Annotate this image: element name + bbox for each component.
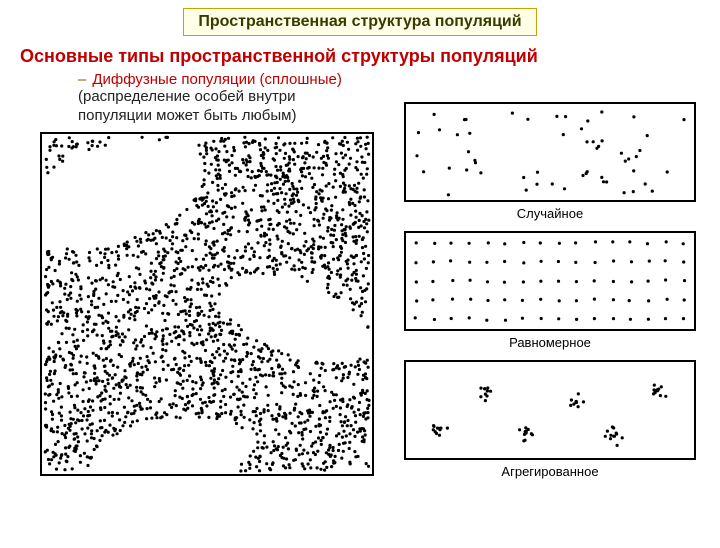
panel-random — [404, 102, 696, 202]
panel-aggregated — [404, 360, 696, 460]
page-title: Пространственная структура популяций — [183, 8, 536, 36]
bullet-text: Диффузные популяции (сплошные) — [92, 71, 341, 88]
panel-uniform — [404, 231, 696, 331]
bullet-dash-icon: – — [78, 71, 86, 88]
caption-random: Случайное — [400, 206, 700, 221]
main-dense-figure — [40, 132, 374, 476]
bullet-diffuse: –Диффузные популяции (сплошные) — [78, 71, 720, 88]
caption-uniform: Равномерное — [400, 335, 700, 350]
caption-aggregated: Агрегированное — [400, 464, 700, 479]
section-subtitle: Основные типы пространственной структуры… — [20, 46, 720, 67]
distribution-examples: Случайное Равномерное Агрегированное — [400, 102, 700, 489]
